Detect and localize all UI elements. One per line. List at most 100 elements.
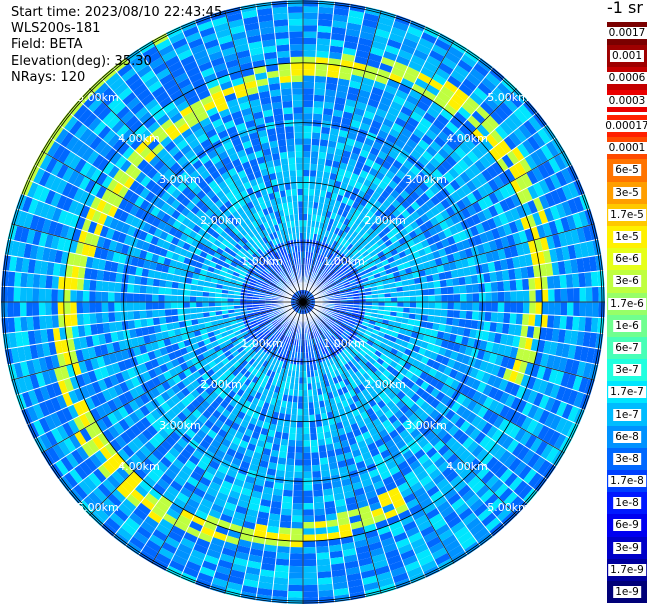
ppi-cell [361, 517, 375, 527]
ppi-cell [444, 217, 455, 228]
ppi-cell [520, 325, 529, 338]
ppi-cell [45, 315, 53, 329]
ppi-cell [277, 457, 287, 465]
ppi-cell [158, 309, 166, 318]
ppi-cell [500, 355, 510, 369]
ppi-cell [352, 428, 362, 438]
ppi-cell [316, 388, 323, 396]
ppi-cell [408, 503, 423, 515]
ppi-cell [494, 464, 509, 479]
ppi-cell [413, 277, 422, 285]
ppi-cell [528, 277, 536, 291]
ppi-cell [474, 159, 487, 173]
ppi-cell [343, 490, 356, 499]
ppi-cell [351, 258, 359, 265]
ppi-cell [323, 315, 330, 321]
ppi-cell [546, 235, 556, 250]
ppi-cell [320, 133, 330, 141]
ppi-cell [535, 289, 543, 302]
ppi-cell [454, 146, 467, 159]
ppi-cell [578, 376, 589, 394]
ppi-cell [303, 31, 318, 39]
ppi-cell [323, 399, 331, 407]
ppi-cell [566, 214, 577, 231]
ppi-cell [349, 320, 356, 325]
ppi-cell [297, 402, 303, 409]
ppi-cell [402, 434, 414, 445]
ppi-cell [365, 490, 378, 500]
ppi-cell [397, 302, 404, 308]
ppi-cell [70, 277, 78, 291]
ppi-cell [379, 342, 388, 350]
ppi-cell [307, 306, 312, 312]
ppi-cell [504, 291, 511, 302]
ppi-cell [308, 402, 315, 409]
ppi-cell [518, 464, 533, 481]
ppi-cell [515, 204, 527, 219]
ppi-cell [315, 176, 323, 184]
ppi-cell [340, 231, 348, 239]
ppi-cell [459, 310, 467, 320]
ppi-cell [335, 505, 348, 514]
ppi-cell [366, 376, 375, 386]
ppi-cell [314, 183, 322, 191]
ppi-cell [425, 145, 438, 158]
ppi-cell [318, 145, 328, 153]
ppi-cell [183, 295, 190, 302]
ppi-cell [350, 284, 358, 289]
ppi-cell [463, 266, 471, 277]
ppi-cell [445, 386, 456, 398]
ppi-cell [522, 313, 530, 326]
ppi-cell [503, 421, 516, 436]
ppi-cell [288, 389, 294, 396]
ppi-cell [406, 476, 420, 488]
ppi-cell [398, 414, 409, 425]
ppi-cell [420, 355, 430, 365]
ppi-cells [1, 0, 605, 604]
ppi-cell [560, 288, 568, 302]
ppi-cell [423, 530, 439, 544]
ppi-cell [428, 123, 442, 136]
ppi-cell [303, 289, 305, 296]
ppi-cell [51, 288, 58, 302]
ppi-cell [45, 302, 52, 316]
ppi-cell [114, 292, 121, 302]
ppi-cell [335, 453, 346, 462]
ppi-cell [337, 168, 346, 177]
ppi-cell [408, 284, 416, 291]
ppi-cell [437, 130, 451, 143]
ppi-cell [385, 424, 396, 434]
ppi-cell [458, 507, 474, 521]
ppi-cell [312, 266, 317, 273]
ppi-cell [297, 408, 303, 416]
ppi-cell [530, 338, 540, 352]
ppi-cell [447, 45, 465, 60]
ppi-cell [327, 140, 337, 149]
ppi-cell [425, 507, 441, 520]
ppi-cell [324, 273, 330, 280]
ppi-cell [567, 405, 580, 423]
ppi-cell [346, 324, 354, 331]
ppi-cell [447, 302, 454, 310]
ppi-cell [432, 250, 441, 260]
ppi-cell [303, 308, 305, 315]
ppi-cell [314, 282, 320, 288]
ppi-cell [499, 404, 511, 419]
ppi-cell [32, 273, 41, 289]
ppi-cell [452, 163, 465, 176]
ppi-cell [388, 72, 403, 84]
ppi-cell [338, 326, 346, 332]
ppi-cell [326, 519, 339, 528]
ppi-cell [360, 83, 373, 93]
ppi-cell [333, 587, 350, 597]
ppi-cell [415, 307, 423, 315]
ppi-cell [368, 261, 376, 268]
ppi-cell [560, 372, 571, 388]
ppi-cell [456, 393, 467, 405]
ppi-cell [403, 290, 410, 297]
ppi-cell [431, 360, 441, 371]
ppi-cell [331, 363, 338, 371]
ppi-cell [471, 176, 483, 189]
ppi-cell [316, 322, 322, 329]
ppi-cell [307, 220, 312, 227]
